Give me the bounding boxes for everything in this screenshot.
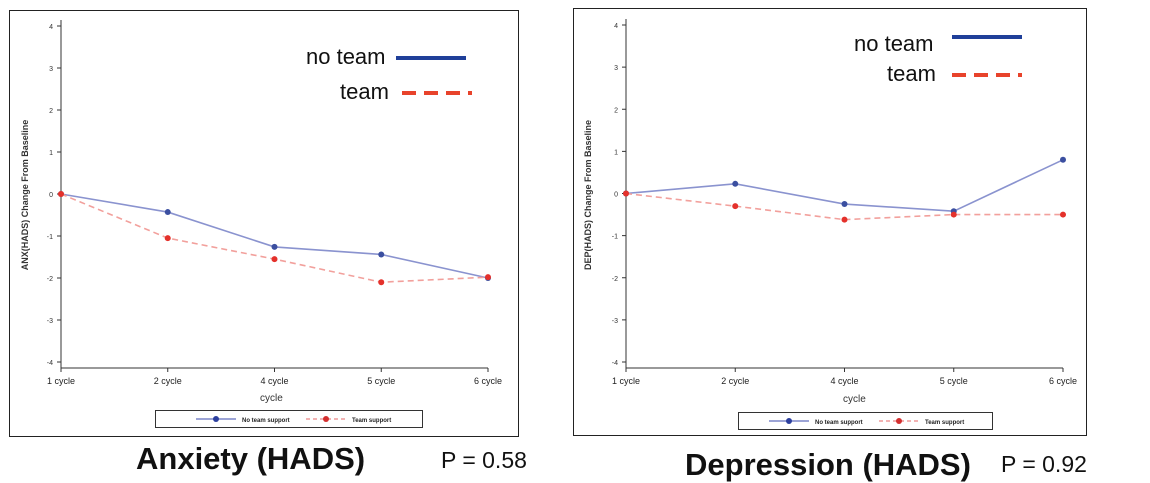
y-tick-label: 4	[614, 23, 618, 30]
depression-caption: Depression (HADS)	[685, 447, 971, 482]
data-point-team	[164, 235, 171, 242]
legend-label-no-team: No team support	[242, 418, 290, 424]
y-tick-label: 2	[614, 107, 618, 114]
anxiety-chart: 4 3 2 1 0 -1 -2 -3 -4 1 cycle 2 cycle 4 cycle 5 cycl…	[0, 0, 560, 483]
data-point-team	[841, 216, 848, 223]
legend-label-team: Team support	[925, 420, 964, 426]
data-point-no-team	[271, 243, 278, 250]
overlay-legend-label-no-team: no team	[306, 44, 386, 69]
anxiety-plot: 4 3 2 1 0 -1 -2 -3 -4 1 cycle 2 cycle 4 cycle 5 cycl…	[47, 20, 502, 386]
overlay-legend-label-no-team: no team	[854, 31, 934, 56]
y-tick-label: 1	[614, 149, 618, 156]
y-tick-label: -4	[612, 360, 618, 367]
x-tick-label: 1 cycle	[47, 376, 75, 386]
x-tick-label: 2 cycle	[154, 376, 182, 386]
depression-chart-frame	[573, 8, 1087, 436]
data-point-team	[623, 190, 629, 197]
depression-bottom-legend: No team support Team support	[738, 412, 993, 430]
data-point-team	[58, 191, 64, 197]
y-tick-label: 0	[49, 192, 53, 199]
y-tick-label: -3	[47, 318, 53, 325]
x-tick-label: 4 cycle	[830, 376, 858, 386]
overlay-legend-line-no-team	[952, 35, 1022, 39]
overlay-legend-label-team: team	[340, 79, 389, 104]
y-tick-label: 3	[49, 66, 53, 73]
legend-marker-no-team	[786, 418, 792, 424]
series-line-no-team	[60, 193, 489, 279]
overlay-legend-row-no-team: no team	[854, 31, 1022, 59]
overlay-legend-line-no-team	[396, 56, 466, 60]
depression-overlay-legend: no team team	[854, 31, 1054, 101]
y-tick-label: 0	[614, 192, 618, 199]
legend-marker-no-team	[213, 416, 219, 422]
y-tick-label: -4	[47, 360, 53, 367]
data-point-no-team	[1060, 156, 1066, 163]
data-point-team	[485, 274, 491, 281]
depression-chart: 4 3 2 1 0 -1 -2 -3 -4 1 cycle 2 cycle 4 cycle 5 cycl…	[565, 0, 1150, 483]
legend-label-team: Team support	[352, 418, 391, 424]
depression-bottom-legend-swatches: No team support Team support	[769, 418, 964, 426]
anxiety-bottom-legend: No team support Team support	[155, 410, 423, 428]
data-point-no-team	[164, 209, 171, 216]
y-tick-label: 1	[49, 150, 53, 157]
y-tick-label: -3	[612, 318, 618, 325]
anxiety-x-axis-title: cycle	[260, 393, 283, 404]
data-point-team	[1060, 211, 1066, 218]
y-tick-label: -2	[47, 276, 53, 283]
x-tick-label: 5 cycle	[367, 376, 395, 386]
y-tick-label: 2	[49, 108, 53, 115]
x-tick-label: 6 cycle	[474, 376, 502, 386]
anxiety-overlay-legend: no team team	[306, 44, 506, 114]
depression-plot: 4 3 2 1 0 -1 -2 -3 -4 1 cycle 2 cycle 4 cycle 5 cycl…	[612, 19, 1077, 386]
legend-marker-team	[896, 418, 902, 424]
anxiety-bottom-legend-swatches: No team support Team support	[196, 416, 391, 424]
data-point-no-team	[841, 201, 848, 208]
y-tick-label: 3	[614, 65, 618, 72]
y-tick-label: -1	[47, 234, 53, 241]
data-point-no-team	[732, 180, 739, 187]
x-tick-label: 1 cycle	[612, 376, 640, 386]
data-point-team	[950, 211, 957, 218]
data-point-team	[378, 279, 385, 286]
depression-y-axis-title: DEP(HADS) Change From Baseline	[583, 119, 593, 271]
x-tick-label: 5 cycle	[940, 376, 968, 386]
overlay-legend-line-team	[952, 73, 1022, 77]
y-tick-label: 4	[49, 24, 53, 31]
y-tick-label: -2	[612, 276, 618, 283]
y-tick-label: -1	[612, 234, 618, 241]
overlay-legend-row-no-team: no team	[306, 44, 466, 72]
anxiety-chart-frame	[9, 10, 519, 437]
data-point-team	[271, 256, 278, 263]
anxiety-p-value: P = 0.58	[441, 447, 527, 473]
overlay-legend-row-team: team	[340, 79, 472, 107]
series-line-team	[60, 193, 489, 284]
overlay-legend-row-team: team	[887, 61, 1022, 89]
anxiety-y-axis-title: ANX(HADS) Change From Baseline	[20, 119, 30, 271]
depression-p-value: P = 0.92	[1001, 451, 1087, 477]
legend-label-no-team: No team support	[815, 420, 863, 426]
overlay-legend-line-team	[402, 91, 472, 95]
legend-marker-team	[323, 416, 329, 422]
x-tick-label: 6 cycle	[1049, 376, 1077, 386]
x-tick-label: 2 cycle	[721, 376, 749, 386]
x-tick-label: 4 cycle	[260, 376, 288, 386]
depression-x-axis-title: cycle	[843, 394, 866, 405]
data-point-no-team	[378, 251, 385, 258]
data-point-team	[732, 203, 739, 210]
anxiety-caption: Anxiety (HADS)	[136, 441, 366, 476]
overlay-legend-label-team: team	[887, 61, 936, 86]
